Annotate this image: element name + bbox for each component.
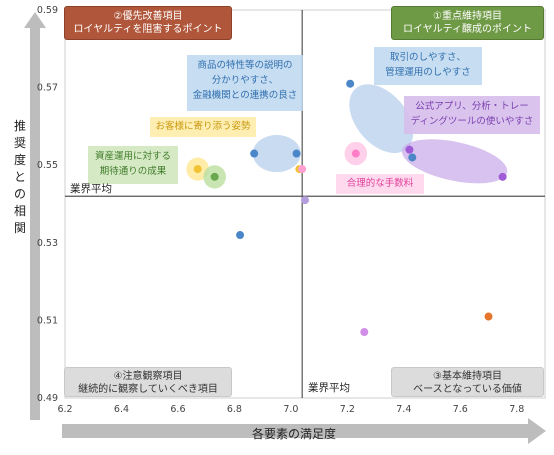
quadrant-bottom-right-box: ③基本維持項目 ベースとなっている価値 <box>391 367 544 397</box>
y-tick-label-4: 0.57 <box>37 83 58 94</box>
callout-customer-line1: お客様に寄り添う姿勢 <box>155 121 251 132</box>
x-tick-label-0: 6.2 <box>57 404 72 415</box>
data-point-12 <box>301 196 309 205</box>
callout-products-line2: 分かりやすさ、 <box>211 75 279 86</box>
data-point-2 <box>346 79 355 88</box>
quadrant-bottom-left-title: ④注意観察項目 <box>113 371 183 382</box>
y-tick-label-2: 0.53 <box>37 238 58 249</box>
callout-products-line3: 金融機関との連携の良さ <box>192 90 298 101</box>
data-point-5 <box>210 172 219 181</box>
quadrant-bottom-left-box: ④注意観察項目 継続的に観察していくべき項目 <box>64 367 232 397</box>
quadrant-top-right-title: ①重点維持項目 <box>433 11 502 22</box>
callout-app: 公式アプリ、分析・トレー ディングツールの使いやすさ <box>404 96 540 134</box>
data-point-4 <box>236 231 245 240</box>
data-point-8 <box>298 165 307 174</box>
data-point-11 <box>498 172 507 181</box>
callout-fees: 合理的な手数料 <box>336 174 424 194</box>
data-point-10 <box>405 145 414 154</box>
quadrant-top-right-desc: ロイヤルティ醸成のポイント <box>402 24 533 35</box>
highlight-ellipse-0 <box>252 134 301 173</box>
x-tick-label-7: 7.6 <box>453 404 468 415</box>
callout-asset-line1: 資産運用に対する <box>94 151 171 162</box>
x-tick-label-6: 7.4 <box>396 404 411 415</box>
quadrant-top-right-box: ①重点維持項目 ロイヤルティ醸成のポイント <box>391 6 544 40</box>
data-point-1 <box>292 149 301 158</box>
avg-label-horizontal: 業界平均 <box>70 183 112 195</box>
y-tick-labels: 0.49 0.51 0.53 0.55 0.57 0.59 <box>37 5 58 404</box>
quadrant-bottom-right-title: ③基本維持項目 <box>433 371 502 382</box>
y-tick-label-5: 0.59 <box>37 5 58 16</box>
quadrant-top-left-title: ②優先改善項目 <box>113 11 183 22</box>
callout-fees-line1: 合理的な手数料 <box>346 178 414 189</box>
callout-products: 商品の特性等の説明の 分かりやすさ、 金融機関との連携の良さ <box>187 55 303 111</box>
y-tick-label-1: 0.51 <box>37 315 58 326</box>
quadrant-top-left-box: ②優先改善項目 ロイヤルティを阻害するポイント <box>64 6 232 40</box>
callout-asset: 資産運用に対する 期待通りの成果 <box>88 146 178 184</box>
highlight-ellipse-1 <box>349 84 414 153</box>
x-tick-label-2: 6.6 <box>170 404 185 415</box>
quadrant-top-left-desc: ロイヤルティを阻害するポイント <box>73 24 223 35</box>
data-point-6 <box>193 165 202 174</box>
callout-trading: 取引のしやすさ、 管理運用のしやすさ <box>374 47 482 85</box>
callout-trading-line2: 管理運用のしやすさ <box>385 67 471 78</box>
y-tick-label-0: 0.49 <box>37 393 58 404</box>
data-point-14 <box>484 312 493 321</box>
callout-asset-line2: 期待通りの成果 <box>99 166 167 177</box>
x-tick-label-8: 7.8 <box>509 404 524 415</box>
callout-app-line1: 公式アプリ、分析・トレー <box>415 101 529 112</box>
x-tick-label-5: 7.2 <box>340 404 355 415</box>
data-point-0 <box>250 149 259 158</box>
data-points <box>193 79 507 337</box>
x-tick-label-3: 6.8 <box>227 404 242 415</box>
avg-label-vertical: 業界平均 <box>308 382 350 394</box>
data-point-13 <box>360 328 369 337</box>
quadrant-bottom-right-desc: ベースとなっている価値 <box>413 384 522 395</box>
callout-trading-line1: 取引のしやすさ、 <box>390 52 466 63</box>
x-tick-label-1: 6.4 <box>114 404 129 415</box>
callout-app-line2: ディングツールの使いやすさ <box>410 116 534 127</box>
x-axis-label: 各要素の満足度 <box>252 427 337 441</box>
y-tick-label-3: 0.55 <box>37 160 58 171</box>
x-axis-arrow <box>62 418 546 444</box>
highlight-ellipses <box>186 84 508 189</box>
data-point-9 <box>351 149 360 158</box>
callout-products-line1: 商品の特性等の説明の <box>197 60 293 71</box>
highlight-ellipse-2 <box>402 139 508 184</box>
quadrant-bottom-left-desc: 継続的に観察していくべき項目 <box>78 384 218 395</box>
x-tick-labels: 6.2 6.4 6.6 6.8 7.0 7.2 7.4 7.6 7.8 <box>57 404 524 415</box>
y-axis-label: 推奨度との相関 <box>13 119 26 235</box>
y-axis-arrow <box>24 12 46 420</box>
x-tick-label-4: 7.0 <box>283 404 298 415</box>
data-point-3 <box>408 153 417 162</box>
callout-customer: お客様に寄り添う姿勢 <box>150 117 256 137</box>
